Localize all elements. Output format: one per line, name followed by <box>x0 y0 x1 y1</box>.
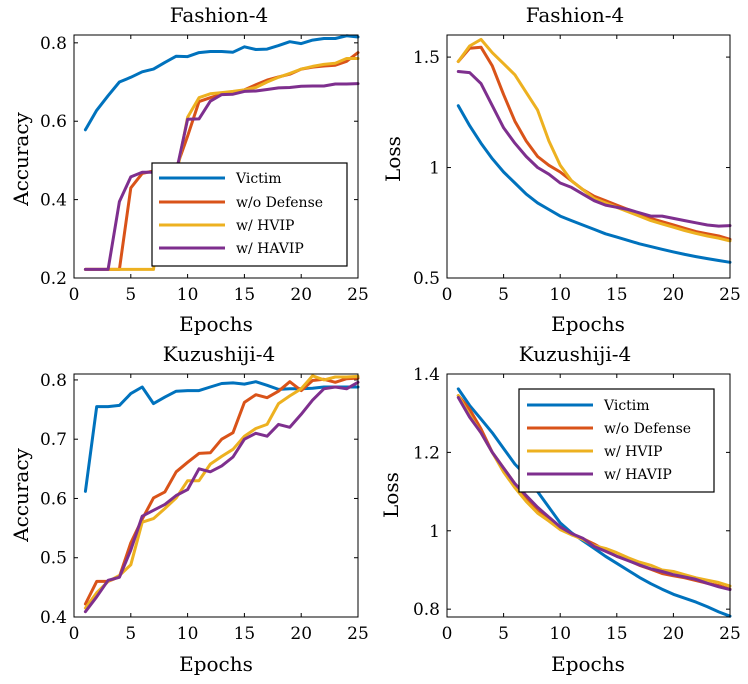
x-axis-label: Epochs <box>551 312 625 336</box>
x-tick-label: 25 <box>347 285 369 305</box>
legend: Victim w/o Defense w/ HVIP w/ HAVIP <box>151 162 348 267</box>
x-tick-label: 0 <box>442 285 453 305</box>
plot-frame <box>446 373 731 618</box>
series-line-w-havip <box>456 396 732 592</box>
y-axis-label: Loss <box>379 472 403 518</box>
x-tick-label: 20 <box>290 624 312 644</box>
y-tick-label: 0.6 <box>40 489 67 509</box>
x-tick-label: 5 <box>125 285 136 305</box>
tick-layer: 0 5 10 15 20 25 0.4 0.5 0.6 0.7 0.8 <box>40 371 369 644</box>
tick-layer: 0 5 10 15 20 25 0.2 0.4 0.6 0.8 <box>40 34 369 305</box>
x-tick-label: 15 <box>234 285 256 305</box>
series-line-w-o-defense <box>83 376 360 606</box>
y-tick-label: 0.8 <box>413 600 440 620</box>
legend-label-w-havip: w/ HAVIP <box>236 241 304 257</box>
x-tick-label: 0 <box>442 624 453 644</box>
series-line-victim <box>456 104 732 264</box>
y-tick-label: 0.5 <box>413 269 440 289</box>
legend: Victim w/o Defense w/ HVIP w/ HAVIP <box>518 388 715 493</box>
x-axis-label: Epochs <box>179 312 253 336</box>
panel-title: Kuzushiji-4 <box>519 342 631 366</box>
y-tick-label: 1.5 <box>413 48 440 68</box>
panel-title: Fashion-4 <box>526 3 624 27</box>
panel-kuzushiji-loss: Kuzushiji-4 Epochs Loss 0 5 10 15 20 25 0.8 1 1.… <box>379 342 741 676</box>
plot-frame <box>73 373 359 618</box>
series-line-victim <box>83 34 360 132</box>
series-layer <box>456 387 732 618</box>
series-line-w-hvip <box>456 37 732 243</box>
y-axis-label: Accuracy <box>9 447 33 542</box>
x-tick-label: 25 <box>347 624 369 644</box>
legend-label-victim: Victim <box>235 171 282 187</box>
y-tick-label: 1.2 <box>413 443 440 463</box>
y-tick-label: 0.4 <box>40 608 67 628</box>
y-axis-label: Accuracy <box>9 111 33 206</box>
series-layer <box>83 34 360 271</box>
series-line-w-havip <box>83 82 360 271</box>
legend-label-w-havip: w/ HAVIP <box>604 467 672 483</box>
series-layer <box>456 37 732 264</box>
panel-title: Kuzushiji-4 <box>163 342 275 366</box>
panel-title: Fashion-4 <box>170 3 268 27</box>
x-tick-label: 0 <box>69 285 80 305</box>
y-tick-label: 0.7 <box>40 430 67 450</box>
legend-label-victim: Victim <box>603 398 650 414</box>
x-tick-label: 10 <box>549 624 571 644</box>
plot-frame <box>446 34 731 279</box>
panel-kuzushiji-accuracy: Kuzushiji-4 Epochs Accuracy 0 5 10 15 20 25 0.… <box>9 342 369 676</box>
series-line-w-havip <box>83 380 360 614</box>
x-tick-label: 20 <box>290 285 312 305</box>
x-tick-label: 10 <box>177 624 199 644</box>
series-line-victim <box>83 380 360 493</box>
x-tick-label: 5 <box>125 624 136 644</box>
y-axis-label: Loss <box>381 136 405 182</box>
legend-label-wo-defense: w/o Defense <box>604 421 691 437</box>
x-tick-label: 10 <box>177 285 199 305</box>
x-tick-label: 15 <box>606 285 628 305</box>
y-tick-label: 0.2 <box>40 269 67 289</box>
x-axis-label: Epochs <box>551 652 625 676</box>
y-tick-label: 0.8 <box>40 34 67 54</box>
series-layer <box>83 374 360 614</box>
x-tick-label: 0 <box>69 624 80 644</box>
series-line-w-hvip <box>83 374 360 610</box>
series-line-w-hvip <box>83 57 360 271</box>
y-tick-label: 0.5 <box>40 549 67 569</box>
panel-fashion-accuracy: Fashion-4 Epochs Accuracy 0 5 10 15 20 250.20… <box>9 3 369 336</box>
x-tick-label: 20 <box>663 624 685 644</box>
x-tick-label: 5 <box>498 285 509 305</box>
legend-label-wo-defense: w/o Defense <box>236 195 323 211</box>
legend-label-w-hvip: w/ HVIP <box>604 444 662 460</box>
panel-fashion-loss: Fashion-4 Epochs Loss 0 5 10 15 20 25 0.5 1 1.5 <box>381 3 741 336</box>
x-axis-label: Epochs <box>179 652 253 676</box>
plot-frame <box>73 34 359 279</box>
y-tick-label: 0.4 <box>40 191 67 211</box>
y-tick-label: 0.8 <box>40 371 67 391</box>
x-tick-label: 15 <box>234 624 256 644</box>
x-tick-label: 5 <box>498 624 509 644</box>
y-tick-label: 1.4 <box>413 365 440 385</box>
y-tick-label: 1 <box>429 522 440 542</box>
y-tick-label: 0.6 <box>40 112 67 132</box>
x-tick-label: 25 <box>719 285 741 305</box>
x-tick-label: 10 <box>549 285 571 305</box>
series-line-w-havip <box>456 70 732 228</box>
x-tick-label: 15 <box>606 624 628 644</box>
tick-layer: 0 5 10 15 20 25 0.5 1 1.5 <box>413 35 741 305</box>
series-line-w-o-defense <box>456 45 732 241</box>
x-tick-label: 25 <box>719 624 741 644</box>
y-tick-label: 1 <box>429 159 440 179</box>
legend-label-w-hvip: w/ HVIP <box>236 218 294 234</box>
series-line-victim <box>456 387 732 618</box>
x-tick-label: 20 <box>663 285 685 305</box>
